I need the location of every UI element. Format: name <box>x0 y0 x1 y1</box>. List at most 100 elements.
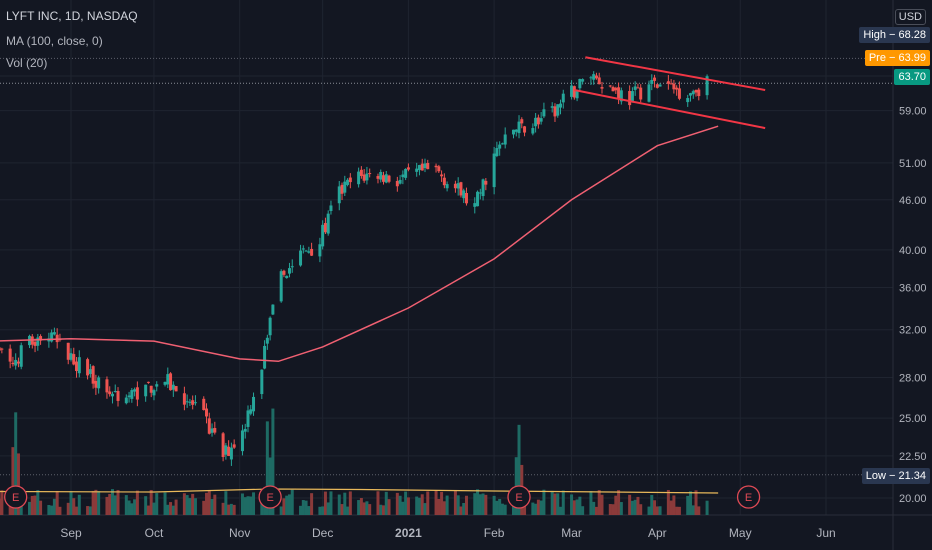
volume-bar <box>594 506 598 515</box>
premarket-price-tag: Pre − 63.99 <box>864 50 930 66</box>
volume-bar <box>310 493 314 515</box>
volume-bar <box>666 489 670 515</box>
volume-bar <box>149 489 153 515</box>
candle-body <box>398 179 402 184</box>
candle-body <box>453 183 457 189</box>
volume-bar <box>694 490 698 515</box>
volume-bar <box>478 494 482 515</box>
volume-bar <box>617 490 621 515</box>
volume-bar <box>323 491 327 515</box>
volume-bar <box>462 503 466 515</box>
candle-body <box>39 336 43 341</box>
candle-body <box>705 76 709 96</box>
volume-bar <box>260 499 264 515</box>
candle-body <box>597 77 601 85</box>
candle-body <box>52 332 56 335</box>
earnings-marker[interactable] <box>4 485 28 509</box>
volume-bar <box>240 493 244 515</box>
candle-body <box>318 244 322 257</box>
volume-bar <box>174 499 178 515</box>
candle-body <box>630 91 634 103</box>
volume-bar <box>210 499 214 515</box>
volume-bar <box>11 447 15 515</box>
candle-body <box>462 190 466 199</box>
volume-bar <box>473 493 477 515</box>
earnings-marker[interactable] <box>736 485 761 509</box>
candle-body <box>232 444 236 448</box>
candle-body <box>511 129 515 135</box>
earnings-marker[interactable] <box>507 485 531 509</box>
x-tick-label: Sep <box>60 526 82 540</box>
volume-bar <box>633 499 637 515</box>
candle-body <box>523 126 527 133</box>
candle-body <box>368 173 372 175</box>
y-tick-label: 32.00 <box>899 325 927 337</box>
candle-body <box>69 353 73 360</box>
volume-bar <box>287 494 291 515</box>
candle-body <box>655 84 659 88</box>
candle-body <box>301 248 305 250</box>
volume-ma-line <box>0 488 719 494</box>
volume-bar <box>307 506 311 515</box>
volume-bar <box>376 491 380 515</box>
x-tick-label: Feb <box>484 526 505 540</box>
candle-body <box>534 117 538 127</box>
candle-body <box>127 395 131 398</box>
candle-body <box>495 148 499 156</box>
volume-bar <box>619 502 623 515</box>
volume-bar <box>133 499 137 515</box>
volume-bar <box>146 505 150 515</box>
candle-body <box>572 86 576 98</box>
volume-bar <box>476 489 480 515</box>
volume-bar <box>492 495 496 515</box>
candle-body <box>559 103 563 108</box>
candle-body <box>282 270 286 275</box>
candle-body <box>36 337 40 346</box>
volume-bar <box>227 504 231 515</box>
volume-bar <box>655 506 659 515</box>
volume-bar <box>672 495 676 515</box>
candle-body <box>594 75 598 79</box>
candle-body <box>174 386 178 392</box>
volume-bar <box>464 495 468 515</box>
x-tick-label: Jun <box>816 526 835 540</box>
candle-body <box>406 167 410 170</box>
volume-bar <box>539 500 543 515</box>
candle-body <box>484 180 488 185</box>
volume-bar <box>578 496 582 515</box>
candle-body <box>124 397 128 404</box>
ma-legend[interactable]: MA (100, close, 0) <box>6 34 103 48</box>
volume-bar <box>155 493 159 515</box>
earnings-marker[interactable] <box>258 485 282 509</box>
volume-bar <box>105 496 109 515</box>
candle-body <box>476 191 480 207</box>
volume-bar <box>456 495 460 515</box>
candle-body <box>329 205 333 212</box>
candle-body <box>600 87 604 89</box>
volume-bar <box>556 493 560 515</box>
candle-body <box>420 163 424 171</box>
volume-bar <box>16 453 20 515</box>
candle-body <box>675 87 679 90</box>
candle-body <box>287 268 291 274</box>
candle-body <box>337 186 341 204</box>
candle-body <box>423 163 427 168</box>
y-tick-label: 28.00 <box>899 373 927 385</box>
volume-bar <box>108 493 112 515</box>
volume-bar <box>611 504 615 515</box>
volume-bar <box>144 496 148 515</box>
volume-legend[interactable]: Vol (20) <box>6 56 48 70</box>
currency-label[interactable]: USD <box>894 9 926 25</box>
volume-bar <box>517 424 521 515</box>
volume-bar <box>401 501 405 515</box>
candle-body <box>97 377 101 389</box>
candle-body <box>252 396 256 412</box>
candle-body <box>185 401 189 403</box>
candle-body <box>326 213 330 234</box>
candle-body <box>387 175 391 182</box>
candle-body <box>500 143 504 145</box>
candle-body <box>619 90 623 102</box>
candle-body <box>478 192 482 194</box>
volume-bar <box>531 502 535 515</box>
